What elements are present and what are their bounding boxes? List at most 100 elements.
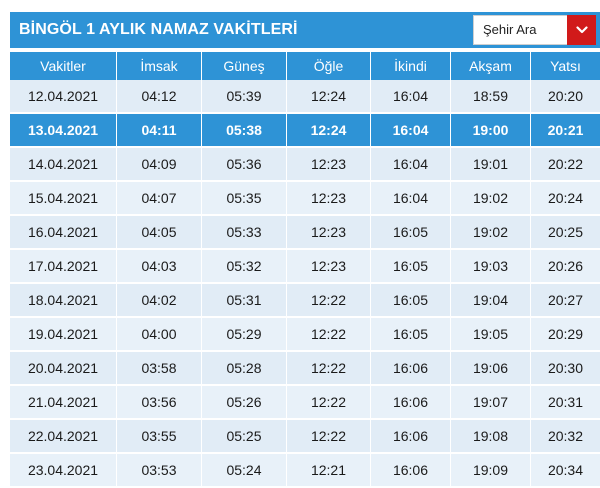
cell-aksam: 19:04 [451, 284, 531, 318]
table-row: 13.04.2021 04:11 05:38 12:24 16:04 19:00 20:21 [10, 114, 600, 148]
cell-gunes: 05:39 [202, 80, 287, 114]
cell-gunes: 05:36 [202, 148, 287, 182]
cell-imsak: 04:02 [117, 284, 202, 318]
cell-yatsi: 20:21 [531, 114, 600, 148]
cell-ikindi: 16:06 [371, 352, 451, 386]
cell-ikindi: 16:04 [371, 114, 451, 148]
cell-imsak: 04:11 [117, 114, 202, 148]
cell-date: 18.04.2021 [10, 284, 117, 318]
cell-ikindi: 16:05 [371, 250, 451, 284]
cell-ogle: 12:23 [287, 182, 371, 216]
cell-ikindi: 16:06 [371, 420, 451, 454]
cell-gunes: 05:32 [202, 250, 287, 284]
cell-imsak: 04:09 [117, 148, 202, 182]
table-row: 20.04.2021 03:58 05:28 12:22 16:06 19:06 20:30 [10, 352, 600, 386]
city-select[interactable]: Şehir Ara [473, 15, 596, 45]
cell-date: 15.04.2021 [10, 182, 117, 216]
column-header-ogle: Öğle [287, 52, 371, 80]
cell-imsak: 04:05 [117, 216, 202, 250]
table-header-row: Vakitler İmsak Güneş Öğle İkindi Akşam Y… [10, 52, 600, 80]
cell-ogle: 12:22 [287, 386, 371, 420]
table-row: 17.04.2021 04:03 05:32 12:23 16:05 19:03 20:26 [10, 250, 600, 284]
cell-yatsi: 20:34 [531, 454, 600, 488]
cell-imsak: 03:58 [117, 352, 202, 386]
cell-ogle: 12:22 [287, 420, 371, 454]
cell-date: 22.04.2021 [10, 420, 117, 454]
chevron-down-icon [575, 26, 588, 34]
cell-ikindi: 16:05 [371, 216, 451, 250]
cell-aksam: 19:06 [451, 352, 531, 386]
cell-imsak: 03:55 [117, 420, 202, 454]
cell-yatsi: 20:25 [531, 216, 600, 250]
cell-aksam: 19:05 [451, 318, 531, 352]
cell-gunes: 05:31 [202, 284, 287, 318]
column-header-aksam: Akşam [451, 52, 531, 80]
cell-date: 13.04.2021 [10, 114, 117, 148]
city-select-label: Şehir Ara [483, 22, 537, 37]
city-select-dropdown-button[interactable] [567, 15, 596, 45]
cell-ikindi: 16:04 [371, 182, 451, 216]
cell-aksam: 19:01 [451, 148, 531, 182]
cell-yatsi: 20:27 [531, 284, 600, 318]
cell-ogle: 12:24 [287, 80, 371, 114]
cell-yatsi: 20:26 [531, 250, 600, 284]
cell-gunes: 05:28 [202, 352, 287, 386]
table-row: 12.04.2021 04:12 05:39 12:24 16:04 18:59 20:20 [10, 80, 600, 114]
cell-aksam: 19:02 [451, 182, 531, 216]
page-title: BİNGÖL 1 AYLIK NAMAZ VAKİTLERİ [19, 21, 298, 38]
cell-yatsi: 20:30 [531, 352, 600, 386]
cell-yatsi: 20:32 [531, 420, 600, 454]
cell-imsak: 04:00 [117, 318, 202, 352]
cell-ikindi: 16:04 [371, 80, 451, 114]
cell-gunes: 05:25 [202, 420, 287, 454]
cell-yatsi: 20:31 [531, 386, 600, 420]
table-row: 18.04.2021 04:02 05:31 12:22 16:05 19:04 20:27 [10, 284, 600, 318]
cell-ogle: 12:23 [287, 216, 371, 250]
cell-aksam: 18:59 [451, 80, 531, 114]
page-header: BİNGÖL 1 AYLIK NAMAZ VAKİTLERİ Şehir Ara [10, 12, 600, 48]
cell-date: 17.04.2021 [10, 250, 117, 284]
cell-date: 20.04.2021 [10, 352, 117, 386]
cell-imsak: 03:56 [117, 386, 202, 420]
cell-gunes: 05:35 [202, 182, 287, 216]
column-header-gunes: Güneş [202, 52, 287, 80]
cell-ikindi: 16:04 [371, 148, 451, 182]
column-header-yatsi: Yatsı [531, 52, 600, 80]
table-row: 21.04.2021 03:56 05:26 12:22 16:06 19:07 20:31 [10, 386, 600, 420]
cell-date: 14.04.2021 [10, 148, 117, 182]
cell-gunes: 05:38 [202, 114, 287, 148]
cell-aksam: 19:09 [451, 454, 531, 488]
cell-ikindi: 16:05 [371, 284, 451, 318]
column-header-ikindi: İkindi [371, 52, 451, 80]
cell-yatsi: 20:20 [531, 80, 600, 114]
cell-date: 21.04.2021 [10, 386, 117, 420]
cell-gunes: 05:33 [202, 216, 287, 250]
cell-aksam: 19:07 [451, 386, 531, 420]
cell-gunes: 05:26 [202, 386, 287, 420]
column-header-imsak: İmsak [117, 52, 202, 80]
cell-ikindi: 16:06 [371, 386, 451, 420]
cell-date: 12.04.2021 [10, 80, 117, 114]
table-row: 16.04.2021 04:05 05:33 12:23 16:05 19:02 20:25 [10, 216, 600, 250]
prayer-times-table: Vakitler İmsak Güneş Öğle İkindi Akşam Y… [10, 52, 600, 488]
cell-date: 16.04.2021 [10, 216, 117, 250]
table-row: 22.04.2021 03:55 05:25 12:22 16:06 19:08 20:32 [10, 420, 600, 454]
cell-ikindi: 16:05 [371, 318, 451, 352]
cell-date: 19.04.2021 [10, 318, 117, 352]
cell-gunes: 05:29 [202, 318, 287, 352]
cell-ogle: 12:22 [287, 352, 371, 386]
cell-gunes: 05:24 [202, 454, 287, 488]
cell-ogle: 12:23 [287, 250, 371, 284]
table-row: 15.04.2021 04:07 05:35 12:23 16:04 19:02 20:24 [10, 182, 600, 216]
table-row: 14.04.2021 04:09 05:36 12:23 16:04 19:01 20:22 [10, 148, 600, 182]
cell-imsak: 04:07 [117, 182, 202, 216]
cell-imsak: 04:12 [117, 80, 202, 114]
cell-yatsi: 20:24 [531, 182, 600, 216]
column-header-vakitler: Vakitler [10, 52, 117, 80]
cell-imsak: 04:03 [117, 250, 202, 284]
cell-yatsi: 20:22 [531, 148, 600, 182]
table-row: 23.04.2021 03:53 05:24 12:21 16:06 19:09 20:34 [10, 454, 600, 488]
table-body: 12.04.2021 04:12 05:39 12:24 16:04 18:59 20:20… [10, 80, 600, 488]
cell-ogle: 12:22 [287, 318, 371, 352]
cell-date: 23.04.2021 [10, 454, 117, 488]
